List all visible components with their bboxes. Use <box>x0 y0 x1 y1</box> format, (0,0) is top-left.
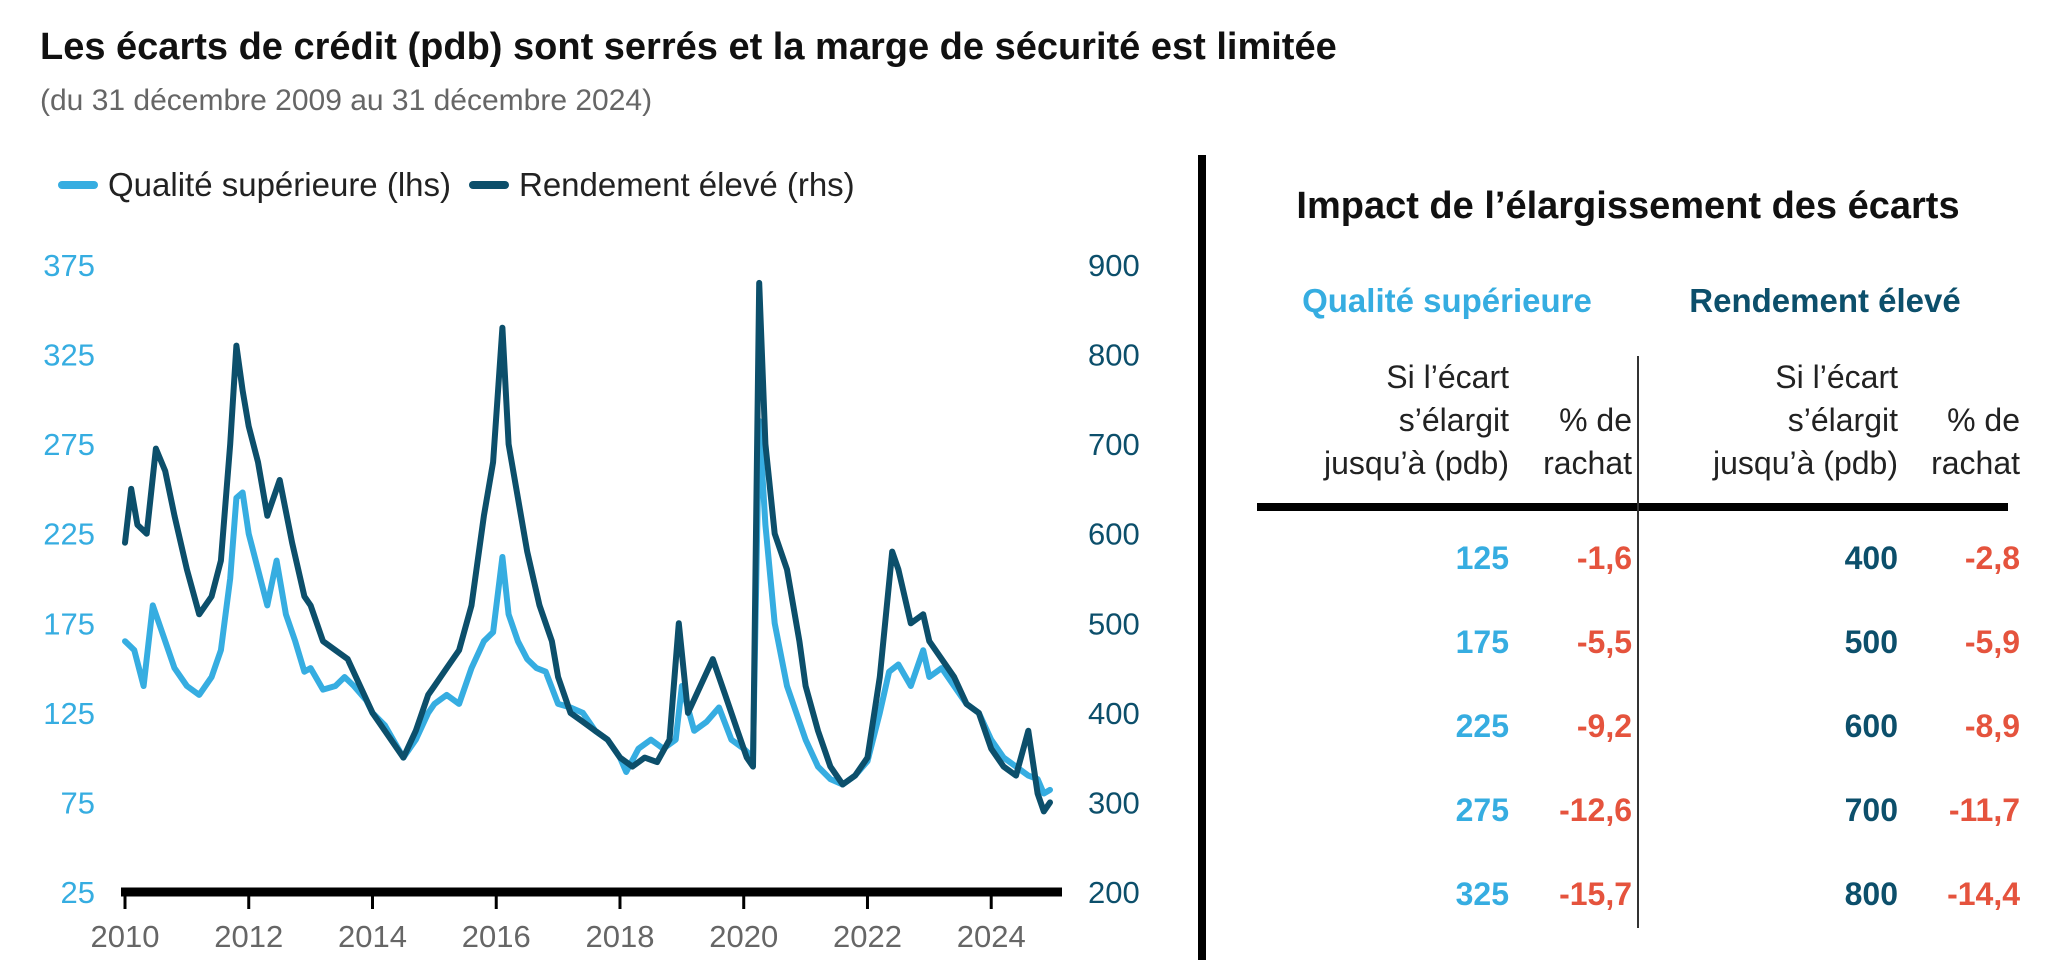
y-right-tick-label: 800 <box>1088 338 1140 373</box>
series-line-ig <box>122 417 1053 797</box>
y-left-tick-label: 125 <box>43 696 95 731</box>
y-right-tick-label: 200 <box>1088 875 1140 910</box>
col-header-line: % de <box>1947 402 2020 438</box>
hy-pct-cell: -8,9 <box>1964 708 2020 744</box>
table-column-rule <box>1637 356 1639 928</box>
ig-spread-cell: 175 <box>1455 624 1509 660</box>
group-header-ig: Qualité supérieure <box>1302 282 1592 319</box>
x-tick-label: 2012 <box>214 919 283 954</box>
col-header-line: s’élargit <box>1398 402 1509 438</box>
group-header-hy: Rendement élevé <box>1689 282 1961 319</box>
table-header-rule <box>1257 503 2008 511</box>
y-right-tick-label: 600 <box>1088 517 1140 552</box>
hy-pct-cell: -2,8 <box>1964 540 2020 576</box>
legend-swatch-hy <box>469 181 509 189</box>
y-left-tick-label: 75 <box>61 785 95 820</box>
col-header-line: rachat <box>1931 445 2020 481</box>
legend: Qualité supérieure (lhs) Rendement élevé… <box>58 166 873 204</box>
col-header-line: Si l’écart <box>1386 359 1509 395</box>
x-tick-label: 2010 <box>91 919 160 954</box>
y-right-tick-label: 300 <box>1088 785 1140 820</box>
spread-line-chart: 375 325 275 225 175 125 75 25 900 800 700 600 500 400… <box>43 248 1140 954</box>
y-left-tick-label: 25 <box>61 875 95 910</box>
hy-spread-cell: 500 <box>1844 624 1898 660</box>
ig-pct-cell: -9,2 <box>1576 708 1632 744</box>
chart-subtitle: (du 31 décembre 2009 au 31 décembre 2024… <box>40 84 653 117</box>
hy-pct-cell: -11,7 <box>1948 792 2020 828</box>
col-header-line: jusqu’à (pdb) <box>1713 445 1898 481</box>
x-tick-label: 2022 <box>833 919 902 954</box>
col-header-ig-pct: % de rachat <box>1543 399 1632 485</box>
legend-swatch-ig <box>58 181 98 189</box>
col-header-line: s’élargit <box>1787 402 1898 438</box>
panel-divider <box>1198 155 1206 960</box>
x-tick-label: 2018 <box>585 919 654 954</box>
ig-spread-cell: 125 <box>1455 540 1509 576</box>
y-right-tick-label: 700 <box>1088 427 1140 462</box>
legend-label-hy: Rendement élevé (rhs) <box>519 166 855 203</box>
col-header-ig-spread: Si l’écart s’élargit jusqu’à (pdb) <box>1324 356 1509 485</box>
hy-spread-cell: 700 <box>1844 792 1898 828</box>
chart-title: Les écarts de crédit (pdb) sont serrés e… <box>40 26 1337 68</box>
col-header-hy-spread: Si l’écart s’élargit jusqu’à (pdb) <box>1713 356 1898 485</box>
x-tick-label: 2020 <box>709 919 778 954</box>
y-right-tick-label: 400 <box>1088 696 1140 731</box>
hy-pct-cell: -14,4 <box>1947 876 2020 912</box>
ig-pct-cell: -1,6 <box>1576 540 1632 576</box>
col-header-line: Si l’écart <box>1775 359 1898 395</box>
ig-spread-cell: 275 <box>1455 792 1509 828</box>
ig-pct-cell: -15,7 <box>1559 876 1632 912</box>
legend-item-ig: Qualité supérieure (lhs) <box>58 166 451 204</box>
y-left-tick-label: 275 <box>43 427 95 462</box>
series-line-hy <box>122 279 1053 815</box>
table-title: Impact de l’élargissement des écarts <box>1296 185 1960 227</box>
ig-spread-cell: 325 <box>1455 876 1509 912</box>
ig-pct-cell: -12,6 <box>1559 792 1632 828</box>
y-right-tick-label: 500 <box>1088 606 1140 641</box>
y-left-tick-label: 175 <box>43 606 95 641</box>
x-tick-label: 2014 <box>338 919 407 954</box>
y-right-tick-label: 900 <box>1088 248 1140 283</box>
legend-label-ig: Qualité supérieure (lhs) <box>108 166 451 203</box>
col-header-line: rachat <box>1543 445 1632 481</box>
y-left-tick-label: 225 <box>43 517 95 552</box>
hy-spread-cell: 800 <box>1844 876 1898 912</box>
x-tick-label: 2024 <box>957 919 1026 954</box>
y-left-tick-label: 375 <box>43 248 95 283</box>
legend-item-hy: Rendement élevé (rhs) <box>469 166 855 204</box>
ig-spread-cell: 225 <box>1455 708 1509 744</box>
hy-spread-cell: 400 <box>1844 540 1898 576</box>
x-tick-label: 2016 <box>462 919 531 954</box>
col-header-hy-pct: % de rachat <box>1931 399 2020 485</box>
ig-pct-cell: -5,5 <box>1576 624 1632 660</box>
col-header-line: % de <box>1559 402 1632 438</box>
y-left-tick-label: 325 <box>43 338 95 373</box>
col-header-line: jusqu’à (pdb) <box>1324 445 1509 481</box>
hy-spread-cell: 600 <box>1844 708 1898 744</box>
hy-pct-cell: -5,9 <box>1964 624 2020 660</box>
